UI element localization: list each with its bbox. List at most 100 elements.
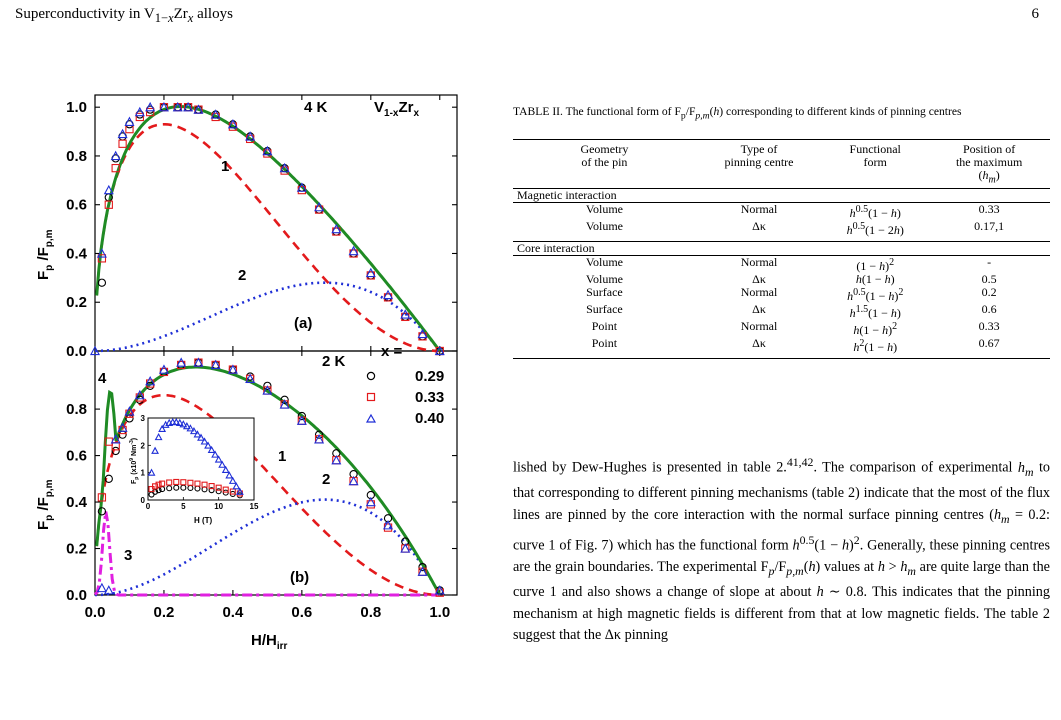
inset-y-axis-label: Fp (x109 Nm-3) (129, 438, 140, 484)
panel-b-point (297, 411, 307, 421)
page-number: 6 (1031, 6, 1040, 22)
table-row: Volume Δκ h(1 − h) 0.5 (585, 272, 997, 287)
inset-point (187, 479, 194, 486)
header-type-2: pinning centre (724, 155, 794, 169)
panel-b-point (262, 385, 273, 395)
panel-b-point (117, 422, 128, 432)
panel-a-point (227, 118, 238, 129)
legend-title: x = (381, 343, 403, 360)
table-row: Point Normal h(1 − h)2 0.33 (591, 319, 1000, 338)
panel-b-ticks: 0.0 0.2 0.4 0.6 0.8 1.0 0.0 0.2 0.4 0.6 0.8 (66, 351, 457, 621)
panel-b-point (314, 430, 324, 439)
y-tick-label: 0.4 (66, 245, 88, 262)
panel-b-point (111, 446, 120, 456)
panel-a-temperature: 4 K (304, 99, 328, 116)
table-row: Surface Δκ h1.5(1 − h) 0.6 (586, 302, 997, 321)
panel-a-point (158, 101, 169, 112)
inset-y-tick-label: 0 (141, 496, 146, 505)
panel-a-point (135, 112, 144, 122)
form-cell: h0.5(1 − h)2 (847, 287, 904, 304)
inset-point (154, 432, 163, 441)
panel-a-point (314, 201, 325, 212)
panel-a-point (117, 128, 128, 139)
panel-a-point (97, 278, 107, 287)
inset-point (208, 487, 215, 494)
panel-b-point (193, 357, 204, 367)
inset-point (158, 424, 167, 432)
panel-b-curve-3 (93, 511, 440, 597)
table-caption: TABLE II. The functional form of Fp/Fp,m… (513, 105, 962, 122)
y-tick-label: 0.2 (66, 541, 87, 558)
inset-point (179, 420, 188, 428)
panel-b-point (434, 585, 445, 595)
panel-a-point (96, 248, 107, 258)
panel-a-point (210, 109, 221, 119)
panel-a-point (89, 345, 101, 356)
form-cell: h1.5(1 − h) (849, 304, 901, 321)
panel-b-point (418, 562, 427, 572)
panel-a-point (434, 345, 445, 356)
pinning-table: Geometry Type of Functional Position of … (513, 139, 1050, 360)
x-tick-label: 0.8 (360, 604, 381, 621)
panel-a-point (383, 289, 394, 300)
panel-b-point (158, 364, 169, 374)
inset-point (232, 482, 241, 490)
panel-a-point (111, 163, 120, 173)
inset-point (222, 486, 229, 493)
panel-a-point (103, 184, 114, 195)
inset-point (152, 483, 159, 490)
legend-marker-0.33 (366, 392, 376, 402)
panel-a-point (279, 162, 290, 173)
panel-b-point (124, 406, 135, 416)
running-head: Superconductivity in V1−xZrx alloys (15, 6, 233, 25)
panel-b-point (348, 475, 359, 486)
inset-point (151, 446, 159, 454)
inset-point (147, 468, 156, 476)
panel-a-point (110, 150, 121, 161)
inset-point (186, 424, 195, 432)
y-tick-label: 1.0 (66, 99, 87, 116)
table-row: Surface Normal h0.5(1 − h)2 0.2 (586, 285, 997, 304)
panel-b-y-axis-label: Fp /Fp,m (35, 479, 55, 530)
inset-point (155, 481, 162, 488)
panel-b-point (263, 381, 272, 391)
panel-b-point (176, 357, 187, 367)
panel-a-point (417, 328, 428, 339)
legend-entry-0.33: 0.33 (415, 389, 444, 406)
x-axis-label: H/Hirr (251, 632, 288, 652)
form-cell: h(1 − h)2 (853, 321, 898, 338)
section-core: Core interaction (513, 241, 696, 257)
inset-point (175, 418, 184, 426)
panel-a-curve-1 (95, 123, 440, 353)
panel-b-point (417, 566, 428, 576)
panel-b-point (97, 493, 107, 502)
panel-a-tag: (a) (294, 315, 312, 332)
panel-b-point (110, 434, 121, 444)
inset-point (201, 481, 208, 488)
header-position: Position of (928, 139, 1050, 156)
y-tick-label: 0.0 (66, 587, 87, 604)
inset-point (182, 422, 191, 430)
inset-y-tick-label: 2 (141, 441, 146, 450)
panel-b-point (296, 415, 307, 425)
panel-a-point (145, 101, 156, 112)
body-paragraph: lished by Dew-Hughes is presented in tab… (513, 455, 1050, 644)
legend-marker-0.29 (366, 371, 376, 381)
legend-marker-0.40 (365, 413, 377, 423)
inset-point (193, 430, 202, 438)
panel-b-curve-label-1: 1 (278, 448, 286, 465)
panel-a-curve-label-2: 2 (238, 267, 246, 284)
panel-b-frame (94, 350, 458, 596)
panel-b-tag: (b) (290, 569, 309, 586)
inset-point (197, 433, 205, 441)
x-tick-label: 0.6 (291, 604, 312, 621)
header-geometry: Geometry (513, 139, 696, 156)
inset-point (190, 426, 198, 435)
header-form: Functional (822, 139, 929, 156)
legend: x = 0.29 0.33 0.40 (365, 343, 444, 427)
panel-a-point (97, 254, 107, 263)
panel-b-data-points (96, 357, 445, 597)
inset-x-tick-label: 15 (250, 502, 259, 511)
panel-a-point (400, 309, 411, 319)
panel-b-point (104, 474, 113, 483)
